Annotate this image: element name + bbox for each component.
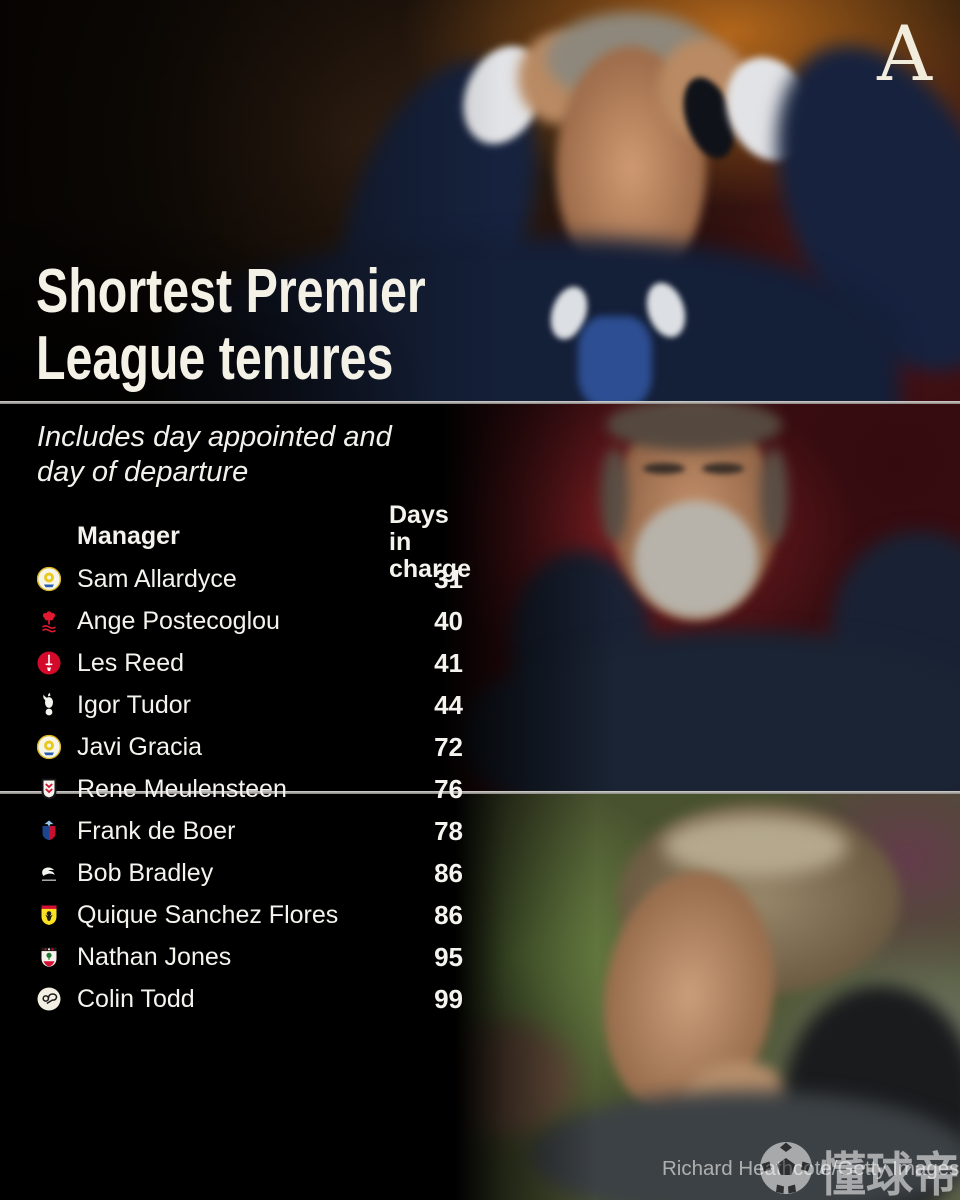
manager-name: Frank de Boer	[77, 816, 236, 845]
tottenham-hotspur-badge-icon	[36, 692, 62, 718]
fulham-badge-icon	[36, 776, 62, 802]
manager-name: Sam Allardyce	[77, 564, 237, 593]
table-row: Colin Todd 99	[36, 978, 463, 1020]
manager-name: Bob Bradley	[77, 858, 214, 887]
days-in-charge-value: 78	[434, 815, 463, 846]
leeds-united-badge-icon	[36, 734, 62, 760]
days-header-line-2: charge	[389, 555, 471, 583]
title-line-2: League tenures	[36, 324, 394, 393]
table-row: Ange Postecoglou 40	[36, 600, 463, 642]
manager-name: Igor Tudor	[77, 690, 191, 719]
table-row: Javi Gracia 72	[36, 726, 463, 768]
photo-shape-sideburn-right	[760, 448, 788, 543]
leeds-united-badge-icon	[36, 566, 62, 592]
days-in-charge-value: 40	[434, 605, 463, 636]
table-row: Les Reed 41	[36, 642, 463, 684]
photo-shape-sideburn-left	[600, 448, 628, 543]
table-row: Bob Bradley 86	[36, 852, 463, 894]
table-row: Frank de Boer 78	[36, 810, 463, 852]
manager-name: Rene Meulensteen	[77, 774, 287, 803]
column-header-manager: Manager	[77, 522, 180, 550]
watermark-text: 懂球帝	[819, 1148, 960, 1200]
manager-name: Colin Todd	[77, 984, 195, 1013]
crystal-palace-badge-icon	[36, 818, 62, 844]
manager-name: Quique Sanchez Flores	[77, 900, 339, 929]
manager-name: Javi Gracia	[77, 732, 203, 761]
days-in-charge-value: 41	[434, 647, 463, 678]
tenures-table: Manager Days in charge Sam Allardyce 31 …	[36, 500, 471, 1020]
charlton-athletic-badge-icon	[36, 650, 62, 676]
days-in-charge-value: 44	[434, 689, 463, 720]
page-subtitle: Includes day appointed and day of depart…	[37, 420, 392, 490]
nottingham-forest-badge-icon	[36, 608, 62, 634]
watford-badge-icon	[36, 902, 62, 928]
page-title: Shortest Premier League tenures	[36, 258, 426, 392]
photo-shape-tie	[578, 316, 652, 403]
swansea-city-badge-icon	[36, 860, 62, 886]
table-row: Rene Meulensteen 76	[36, 768, 463, 810]
dongqiudi-watermark: 懂球帝	[758, 1136, 960, 1200]
column-header-days-in-charge: Days in charge	[389, 502, 471, 583]
table-row: Sam Allardyce 31	[36, 558, 463, 600]
photo-shape-foreground-blur	[455, 1021, 575, 1136]
section-divider-top	[0, 401, 960, 404]
table-row: Quique Sanchez Flores 86	[36, 894, 463, 936]
days-in-charge-value: 72	[434, 731, 463, 762]
photo-shape-beard	[634, 501, 758, 617]
subtitle-line-1: Includes day appointed and	[37, 421, 392, 453]
days-in-charge-value: 86	[434, 899, 463, 930]
the-athletic-logo: A	[877, 16, 932, 92]
logo-letter: A	[877, 9, 932, 98]
table-header: Manager Days in charge	[36, 500, 471, 583]
days-in-charge-value: 76	[434, 773, 463, 804]
days-in-charge-value: 95	[434, 941, 463, 972]
derby-county-badge-icon	[36, 986, 62, 1012]
table-row: Nathan Jones 95	[36, 936, 463, 978]
photo-shape-hair-shine	[663, 815, 848, 877]
table-row: Igor Tudor 44	[36, 684, 463, 726]
manager-name: Ange Postecoglou	[77, 606, 280, 635]
football-icon	[758, 1140, 814, 1200]
subtitle-line-2: day of departure	[37, 456, 249, 488]
tudor-photo-region	[440, 403, 960, 793]
photo-shape-brow-right	[702, 463, 744, 474]
photo-shape-brow-left	[643, 463, 685, 474]
days-in-charge-value: 86	[434, 857, 463, 888]
title-line-1: Shortest Premier	[36, 257, 426, 326]
days-header-line-1: Days in	[389, 501, 449, 556]
days-in-charge-value: 99	[434, 983, 463, 1014]
manager-name: Les Reed	[77, 648, 185, 677]
southampton-badge-icon	[36, 944, 62, 970]
manager-name: Nathan Jones	[77, 942, 232, 971]
